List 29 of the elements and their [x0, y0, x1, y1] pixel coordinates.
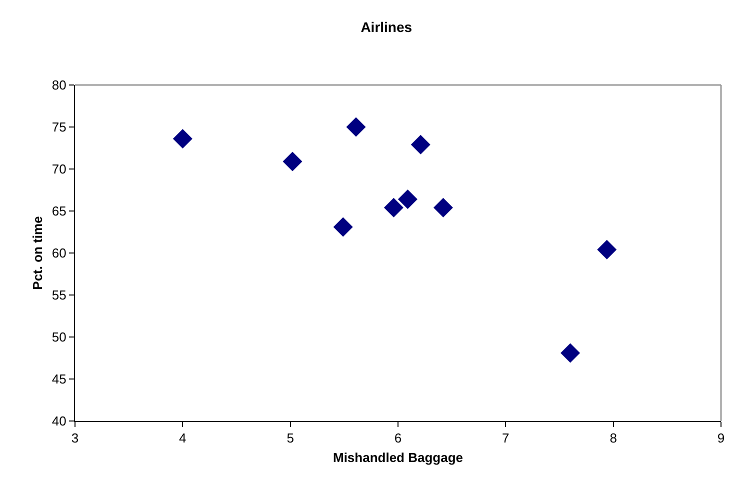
- point: [398, 189, 418, 209]
- chart-title: Airlines: [360, 18, 412, 35]
- x-tick-label: 5: [286, 430, 294, 446]
- x-tick-label: 3: [71, 430, 79, 446]
- y-tick-label: 80: [52, 78, 66, 93]
- point: [433, 198, 453, 218]
- y-tick-label: 50: [52, 330, 66, 345]
- y-tick-label: 55: [52, 288, 66, 303]
- y-tick-label: 75: [52, 120, 66, 135]
- point: [346, 117, 366, 137]
- y-tick-label: 40: [52, 414, 66, 429]
- y-tick-label: 65: [52, 204, 66, 219]
- point: [410, 134, 430, 154]
- x-axis-title: Mishandled Baggage: [332, 450, 464, 466]
- point: [597, 240, 617, 260]
- y-tick-label: 45: [52, 372, 66, 387]
- y-axis-title: Pct. on time: [30, 216, 45, 290]
- y-tick-label: 70: [52, 162, 66, 177]
- x-tick-label: 6: [394, 430, 402, 446]
- x-tick-label: 9: [717, 430, 725, 446]
- point: [560, 343, 580, 363]
- y-tick-label: 60: [52, 246, 66, 261]
- point: [282, 152, 302, 172]
- point: [333, 217, 353, 237]
- point: [384, 198, 404, 218]
- x-tick-label: 8: [610, 430, 617, 446]
- x-tick-label: 4: [179, 430, 186, 446]
- point: [172, 129, 192, 149]
- x-tick-label: 7: [502, 430, 510, 446]
